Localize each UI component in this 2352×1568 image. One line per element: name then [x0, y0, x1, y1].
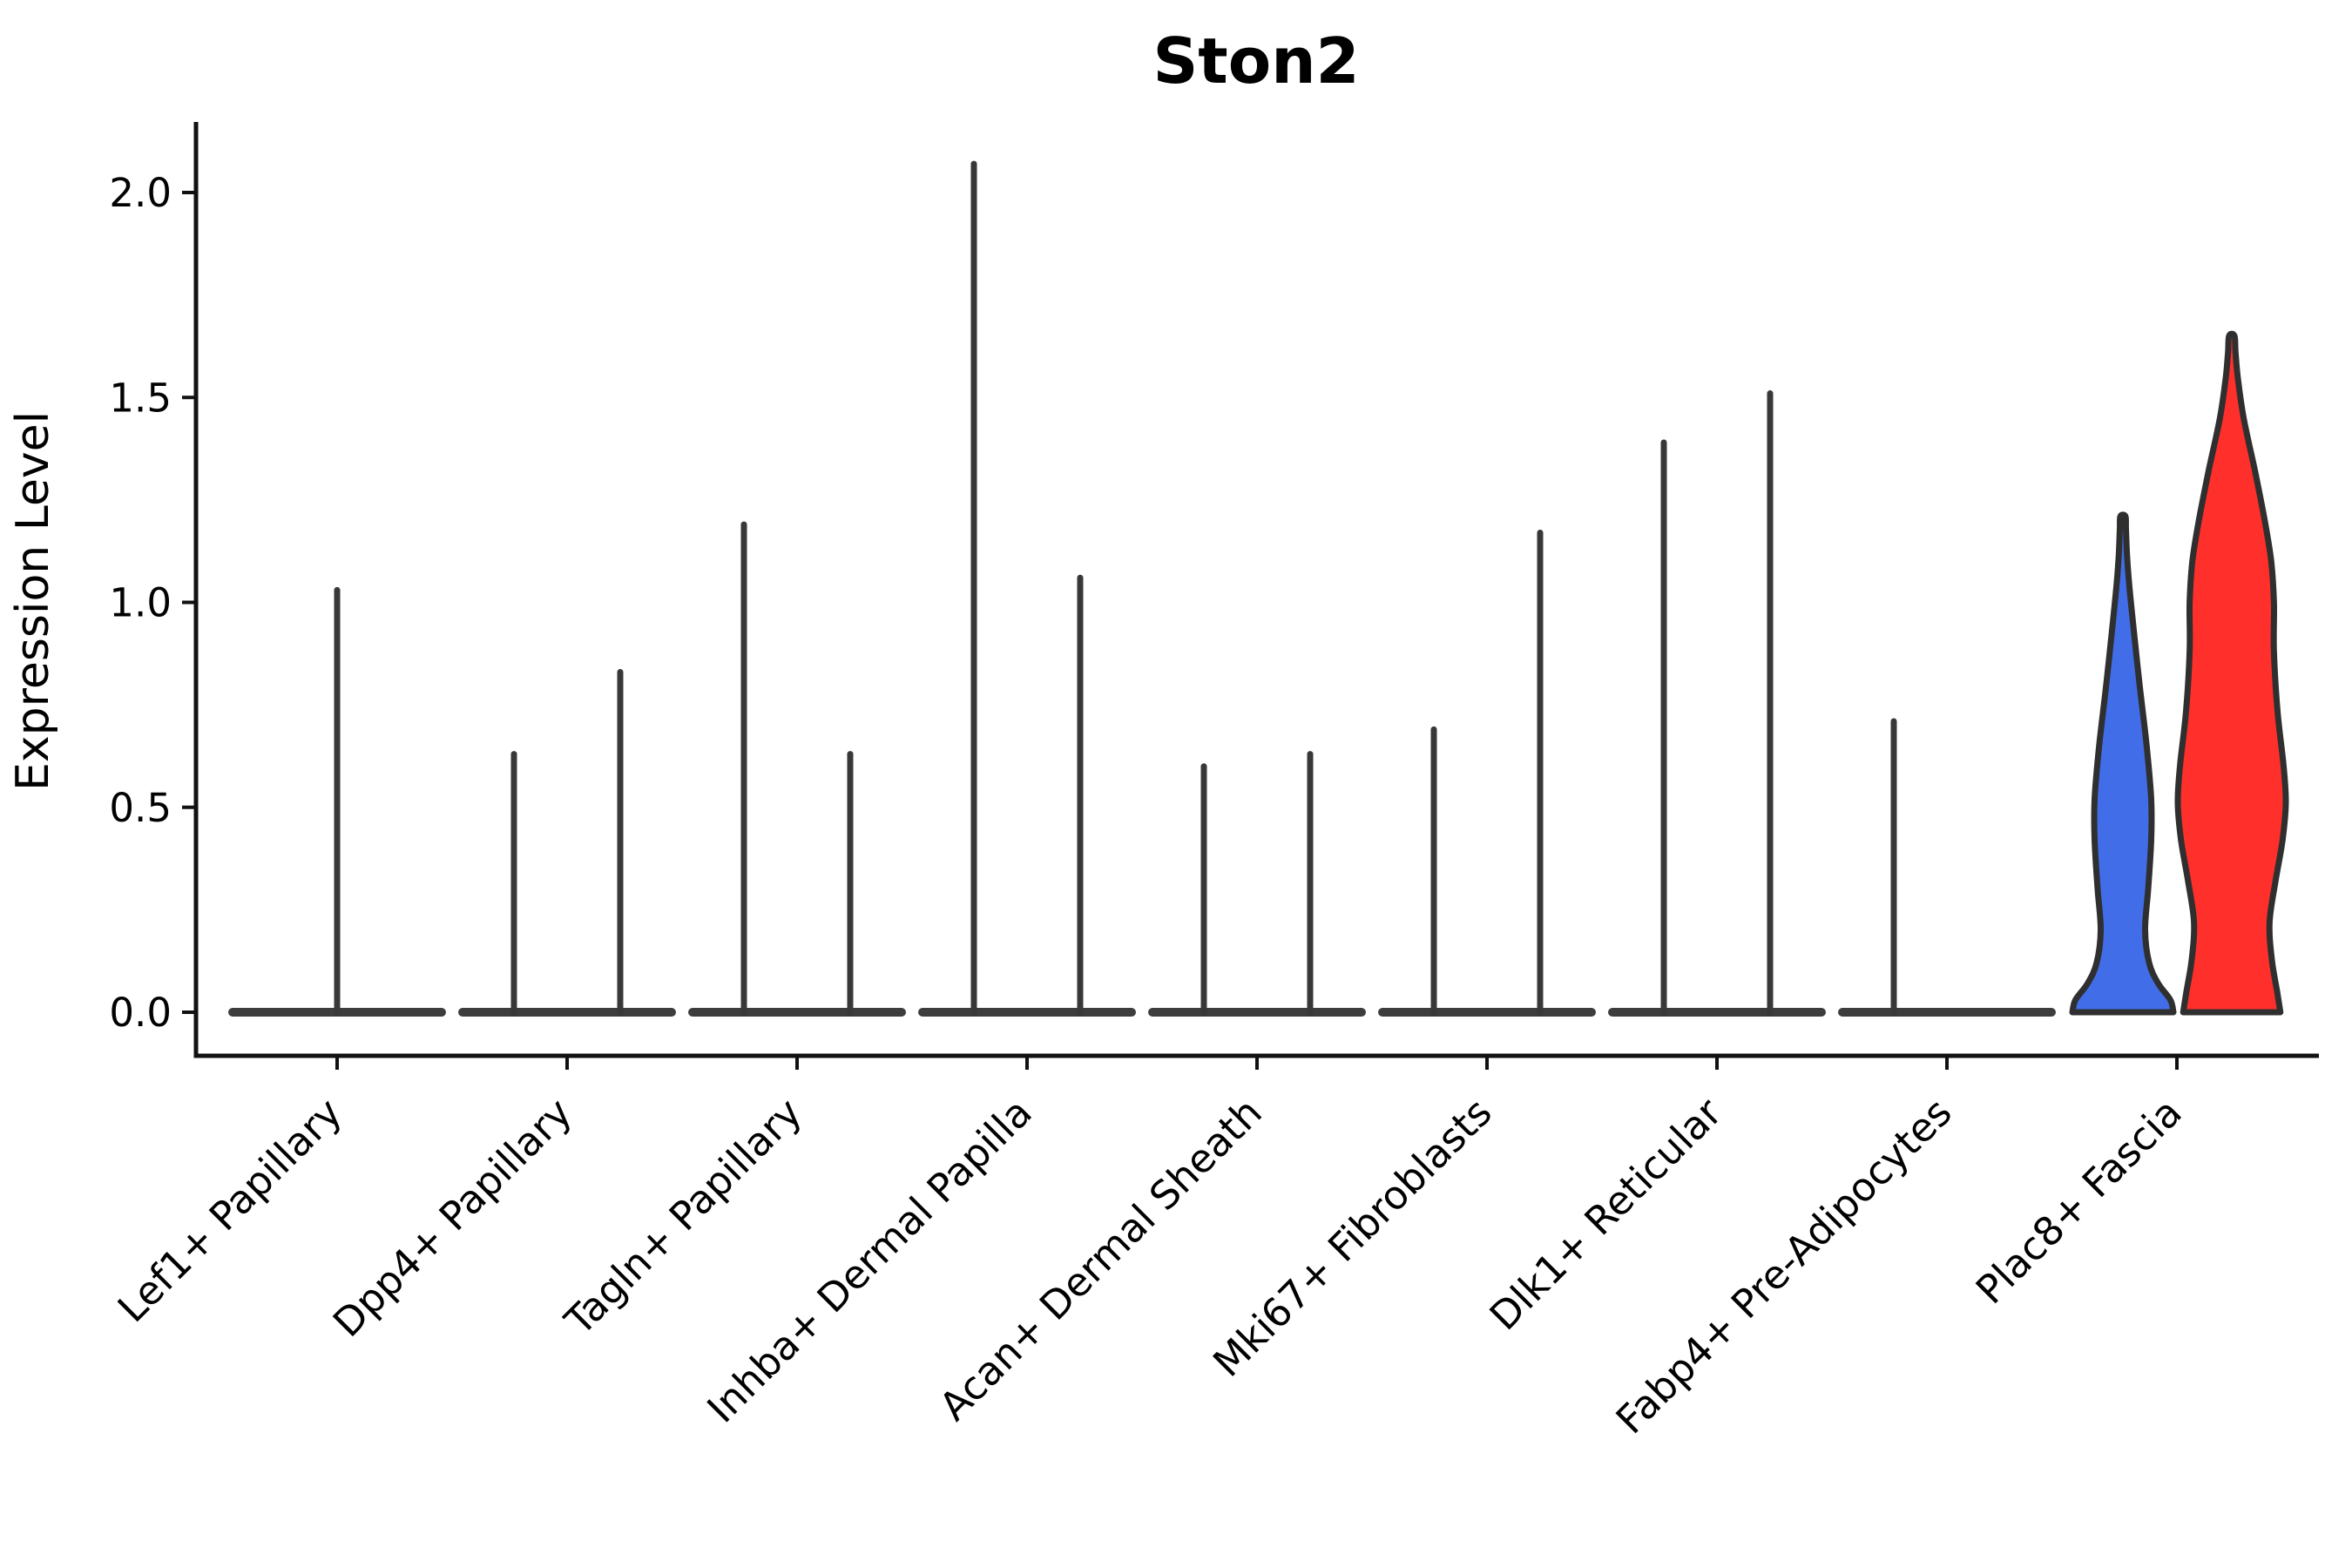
y-axis-label: Expression Level — [7, 411, 59, 791]
x-tick-label-dpp4-papillary: Dpp4+ Papillary — [324, 1089, 581, 1346]
x-tick-label-lef1-papillary: Lef1+ Papillary — [109, 1089, 351, 1331]
violins-group — [228, 160, 2289, 1017]
x-tick-label-dlk1-reticular: Dlk1+ Reticular — [1481, 1089, 1731, 1339]
y-tick-label-1.5: 1.5 — [109, 375, 172, 421]
y-tick-label-0.0: 0.0 — [109, 990, 172, 1036]
chart-title: Ston2 — [1152, 24, 1359, 98]
y-tick-label-2.0: 2.0 — [109, 170, 172, 216]
y-tick-label-0.5: 0.5 — [109, 785, 172, 831]
violin-filled-blue-plac8-fascia — [2069, 511, 2177, 1016]
axes-group — [182, 122, 2319, 1070]
y-tick-labels-group: 0.0 0.5 1.0 1.5 2.0 — [109, 170, 172, 1036]
x-tick-label-plac8-fascia: Plac8+ Fascia — [1967, 1089, 2191, 1313]
x-tick-label-tagln-papillary: Tagln+ Papillary — [556, 1089, 811, 1344]
violin-filled-red-plac8-fascia — [2174, 330, 2289, 1016]
y-tick-label-1.0: 1.0 — [109, 580, 172, 626]
